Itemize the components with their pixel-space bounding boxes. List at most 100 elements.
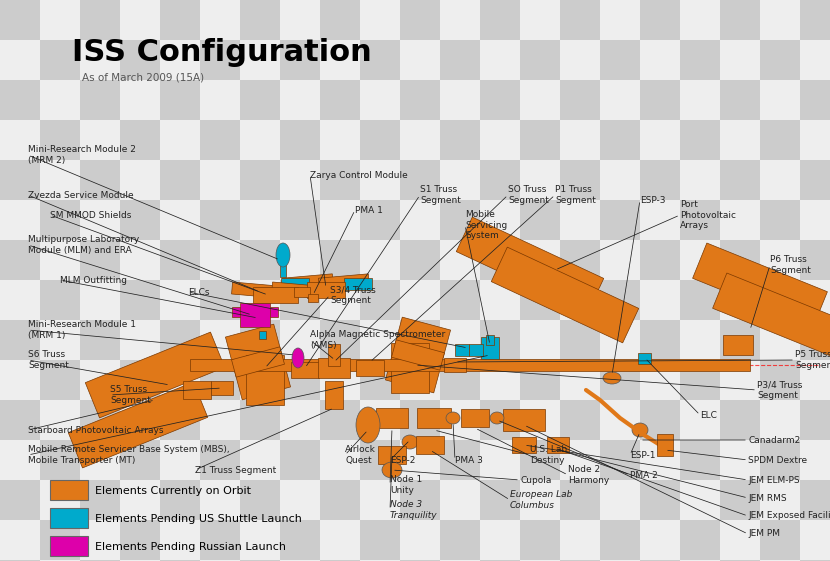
Bar [520,0,560,40]
Bar [520,240,560,280]
Bar [80,560,120,561]
Bar [0,520,40,560]
Text: Mini-Research Module 2
(MRM 2): Mini-Research Module 2 (MRM 2) [28,145,136,165]
Bar [680,280,720,320]
Bar [400,400,440,440]
Bar [440,400,480,440]
Bar [240,320,280,360]
Bar [160,320,200,360]
Bar [600,240,640,280]
Bar [40,480,80,520]
Text: ISS Configuration: ISS Configuration [72,38,372,67]
Bar [560,40,600,80]
Bar [80,240,120,280]
Polygon shape [385,317,451,393]
Bar [440,200,480,240]
Bar [640,520,680,560]
Bar [720,240,760,280]
Bar [640,0,680,40]
Bar [280,80,320,120]
Bar [240,40,280,80]
Bar [486,335,494,345]
Bar [400,280,440,320]
Bar [320,280,360,320]
Bar [200,200,240,240]
Bar [320,480,360,520]
Bar [40,280,80,320]
Bar [640,80,680,120]
Bar [40,0,80,40]
Bar [280,200,320,240]
Bar [240,200,280,240]
Bar [680,480,720,520]
Bar [160,40,200,80]
Bar [280,40,320,80]
Bar [240,120,280,160]
Polygon shape [68,382,208,468]
Bar [376,408,408,428]
Bar [720,520,760,560]
Bar [720,280,760,320]
Bar [360,160,400,200]
Ellipse shape [490,412,504,424]
Bar [520,40,560,80]
Bar [120,0,160,40]
Bar [280,480,320,520]
Text: Zvezda Service Module: Zvezda Service Module [28,191,134,200]
Bar [455,344,469,356]
Text: U.S. Lab
Destiny: U.S. Lab Destiny [530,445,567,465]
Ellipse shape [446,412,460,424]
Bar [320,0,360,40]
Bar [640,440,680,480]
Bar [720,80,760,120]
Bar [480,520,520,560]
Bar [120,160,160,200]
Bar [760,160,800,200]
Polygon shape [282,274,334,292]
Bar [280,280,320,320]
Bar [720,120,760,160]
Bar [680,360,720,400]
Bar [320,360,360,400]
Bar [328,344,340,366]
Bar [520,320,560,360]
Bar [600,80,640,120]
Bar [80,400,120,440]
Bar [520,520,560,560]
Bar [800,200,830,240]
Bar [400,160,440,200]
Bar [280,320,320,360]
Bar [720,0,760,40]
Bar [440,120,480,160]
Bar [520,80,560,120]
Bar [200,280,240,320]
Bar [720,320,760,360]
Bar [160,200,200,240]
Bar [280,240,320,280]
Bar [200,0,240,40]
Bar [40,40,80,80]
Bar [760,240,800,280]
Bar [232,307,248,317]
Bar [0,440,40,480]
Bar [800,80,830,120]
Text: S1 Truss
Segment: S1 Truss Segment [420,185,461,205]
Bar [262,307,278,317]
Bar [0,40,40,80]
Bar [800,120,830,160]
Text: PMA 3: PMA 3 [455,456,483,465]
Bar [600,200,640,240]
Bar [320,120,360,160]
Bar [280,120,320,160]
Bar [360,400,400,440]
Bar [400,80,440,120]
Text: ESP-3: ESP-3 [640,195,666,205]
Bar [560,280,600,320]
Bar [320,80,360,120]
Bar [258,331,266,339]
Bar [325,381,343,409]
Bar [640,400,680,440]
Bar [240,160,280,200]
Text: JEM Exposed Facility: JEM Exposed Facility [748,512,830,521]
Bar [120,520,160,560]
